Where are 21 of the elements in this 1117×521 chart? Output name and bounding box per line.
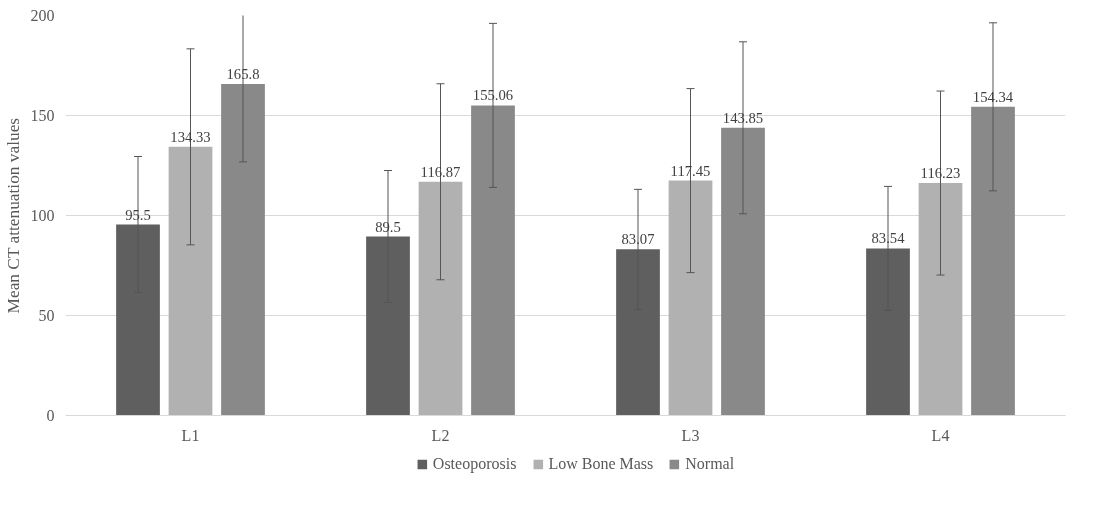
legend-label: Low Bone Mass: [548, 455, 654, 473]
legend-label: Osteoporosis: [432, 455, 517, 473]
data-label: 143.85: [722, 109, 764, 126]
data-label: 165.8: [226, 65, 260, 82]
x-tick-label: L3: [681, 426, 700, 444]
x-tick-label: L1: [181, 426, 200, 444]
y-tick-label: 200: [30, 7, 55, 24]
y-tick-label: 50: [38, 307, 55, 324]
legend-label: Normal: [685, 455, 735, 473]
x-tick-label: L4: [931, 426, 950, 444]
data-label: 95.5: [125, 206, 151, 223]
data-label: 83.07: [621, 231, 655, 248]
y-tick-label: 150: [30, 107, 55, 124]
y-tick-label: 100: [30, 207, 55, 224]
data-label: 155.06: [472, 87, 514, 104]
data-label: 89.5: [375, 218, 401, 235]
data-label: 154.34: [972, 88, 1014, 105]
y-tick-label: 0: [46, 407, 55, 424]
data-label: 83.54: [871, 230, 906, 247]
y-axis-title: Mean CT attenuation values: [3, 117, 23, 314]
x-tick-label: L2: [431, 426, 450, 444]
